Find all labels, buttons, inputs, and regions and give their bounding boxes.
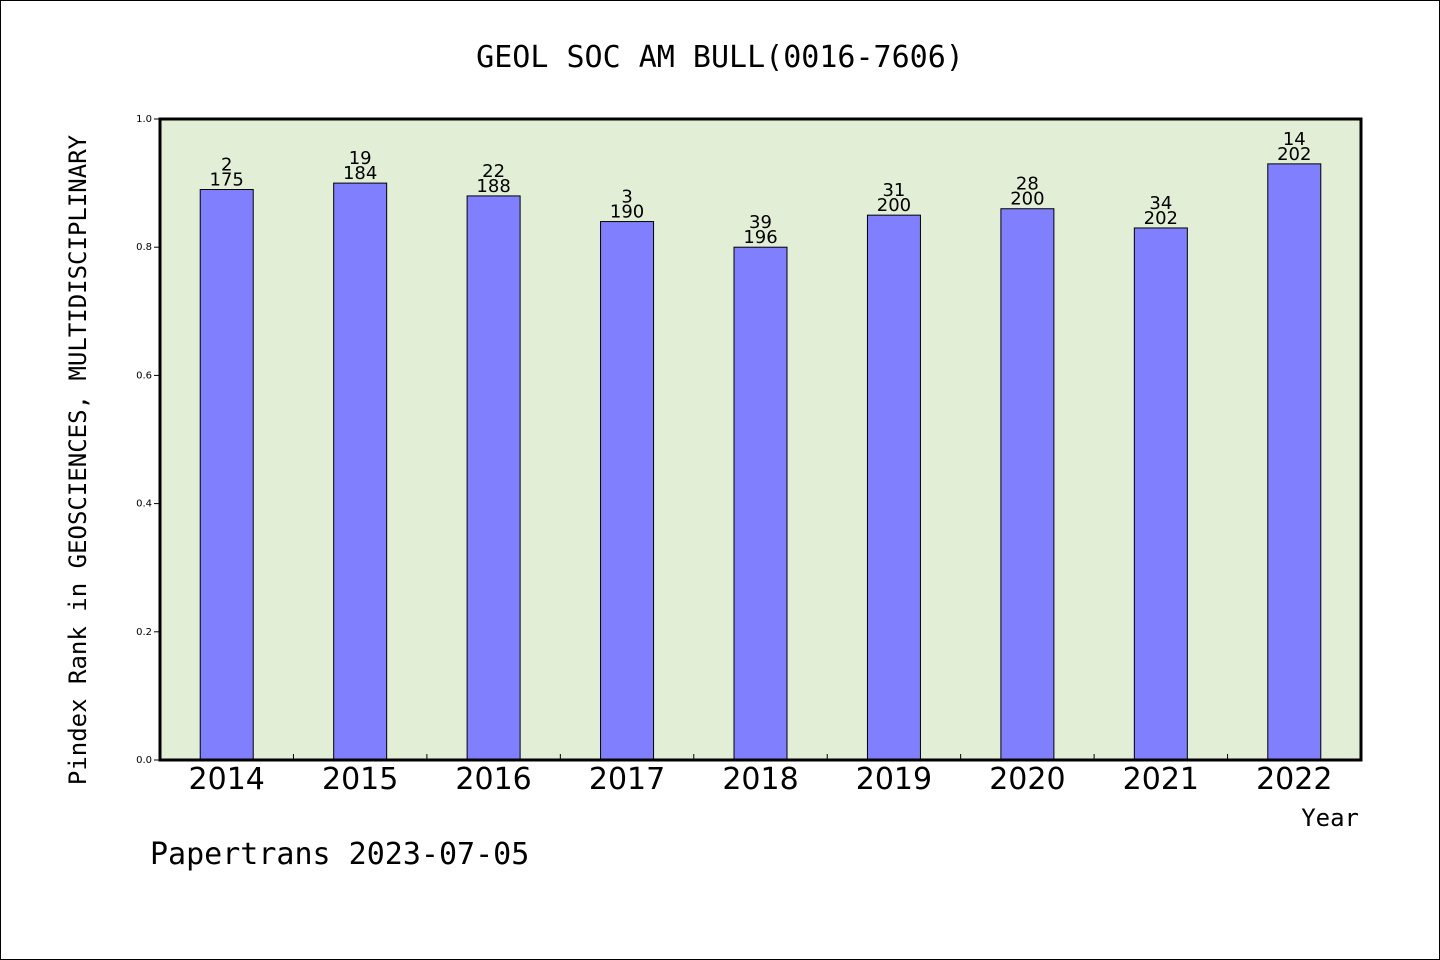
y-tick-label: 0.6	[136, 370, 152, 381]
bar-2020	[1000, 208, 1055, 761]
bar-2019	[866, 214, 921, 761]
bar-2014	[199, 189, 254, 761]
x-tick-label: 2016	[455, 762, 531, 797]
x-axis-tick-labels: 2014 2015 2016 2017 2018 2019 2020 2021 2022	[189, 762, 1333, 797]
y-axis-ticks: 0.0 0.2 0.4 0.6 0.8 1.0	[136, 114, 160, 766]
x-tick-label: 2022	[1256, 762, 1332, 797]
bar-rank-label: 2	[221, 155, 232, 176]
x-tick-label: 2014	[189, 762, 265, 797]
y-tick-label: 0.8	[136, 242, 152, 253]
bar-rank-label: 14	[1283, 129, 1306, 150]
bar-total-label: 200	[1010, 189, 1044, 210]
bar-rank-label: 39	[749, 212, 772, 233]
y-tick-label: 0.0	[136, 755, 152, 766]
bar-series	[199, 163, 1322, 761]
y-tick-label: 0.2	[136, 627, 152, 638]
bar-total-label: 175	[210, 170, 244, 191]
y-tick-label: 0.4	[136, 499, 152, 510]
bar-total-label: 202	[1277, 144, 1311, 165]
bar-2021	[1133, 227, 1188, 761]
plot-border	[158, 117, 1363, 762]
bar-total-label: 188	[476, 176, 510, 197]
x-tick-label: 2020	[989, 762, 1065, 797]
y-axis-label: Pindex Rank in GEOSCIENCES, MULTIDISCIPL…	[64, 134, 92, 785]
bar-rank-label: 3	[621, 187, 632, 208]
y-tick-label: 1.0	[136, 114, 152, 125]
bar-total-label: 190	[610, 202, 644, 223]
x-tick-label: 2015	[322, 762, 398, 797]
bar-total-label: 184	[343, 163, 377, 184]
x-tick-label: 2018	[722, 762, 798, 797]
bar-total-label: 202	[1144, 208, 1178, 229]
bar-2015	[333, 182, 388, 761]
bar-total-label: 196	[743, 227, 777, 248]
x-tick-label: 2021	[1123, 762, 1199, 797]
bar-rank-label: 34	[1149, 193, 1172, 214]
bar-2016	[466, 195, 521, 761]
x-axis-label: Year	[1301, 804, 1359, 832]
bar-rank-label: 19	[349, 148, 372, 169]
x-tick-label: 2019	[856, 762, 932, 797]
bar-rank-label: 28	[1016, 174, 1039, 195]
bar-2022	[1267, 163, 1322, 761]
footer-credit: Papertrans 2023-07-05	[150, 837, 529, 872]
bar-2018	[733, 246, 788, 761]
chart-title: GEOL SOC AM BULL(0016-7606)	[476, 40, 964, 75]
bar-rank-label: 22	[482, 161, 505, 182]
bar-2017	[600, 221, 655, 761]
x-tick-label: 2017	[589, 762, 665, 797]
bar-total-label: 200	[877, 195, 911, 216]
bar-rank-label: 31	[882, 180, 905, 201]
